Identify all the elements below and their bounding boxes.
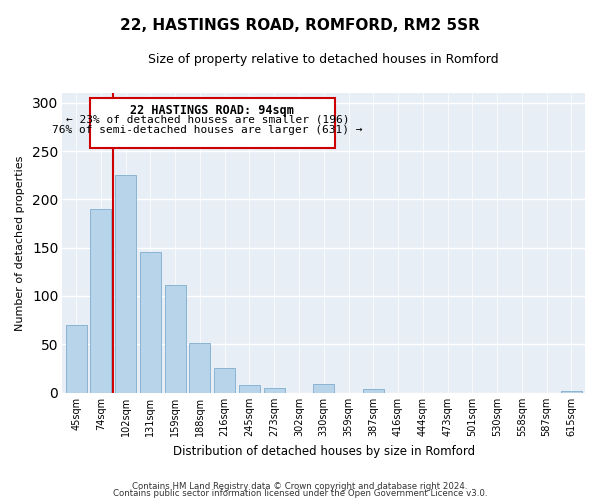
Bar [214,368,235,392]
Bar [239,385,260,392]
X-axis label: Distribution of detached houses by size in Romford: Distribution of detached houses by size … [173,444,475,458]
FancyBboxPatch shape [90,98,335,148]
Text: 22 HASTINGS ROAD: 94sqm: 22 HASTINGS ROAD: 94sqm [130,104,294,117]
Bar [313,384,334,392]
Bar [263,388,285,392]
Bar [363,389,384,392]
Y-axis label: Number of detached properties: Number of detached properties [15,155,25,330]
Bar [140,252,161,392]
Text: ← 23% of detached houses are smaller (196): ← 23% of detached houses are smaller (19… [65,114,349,124]
Text: 76% of semi-detached houses are larger (631) →: 76% of semi-detached houses are larger (… [52,125,362,135]
Bar [190,344,211,392]
Text: Contains public sector information licensed under the Open Government Licence v3: Contains public sector information licen… [113,488,487,498]
Text: 22, HASTINGS ROAD, ROMFORD, RM2 5SR: 22, HASTINGS ROAD, ROMFORD, RM2 5SR [120,18,480,32]
Text: Contains HM Land Registry data © Crown copyright and database right 2024.: Contains HM Land Registry data © Crown c… [132,482,468,491]
Bar [91,209,112,392]
Bar [164,286,185,393]
Bar [115,175,136,392]
Title: Size of property relative to detached houses in Romford: Size of property relative to detached ho… [148,52,499,66]
Bar [65,325,86,392]
Bar [561,390,582,392]
